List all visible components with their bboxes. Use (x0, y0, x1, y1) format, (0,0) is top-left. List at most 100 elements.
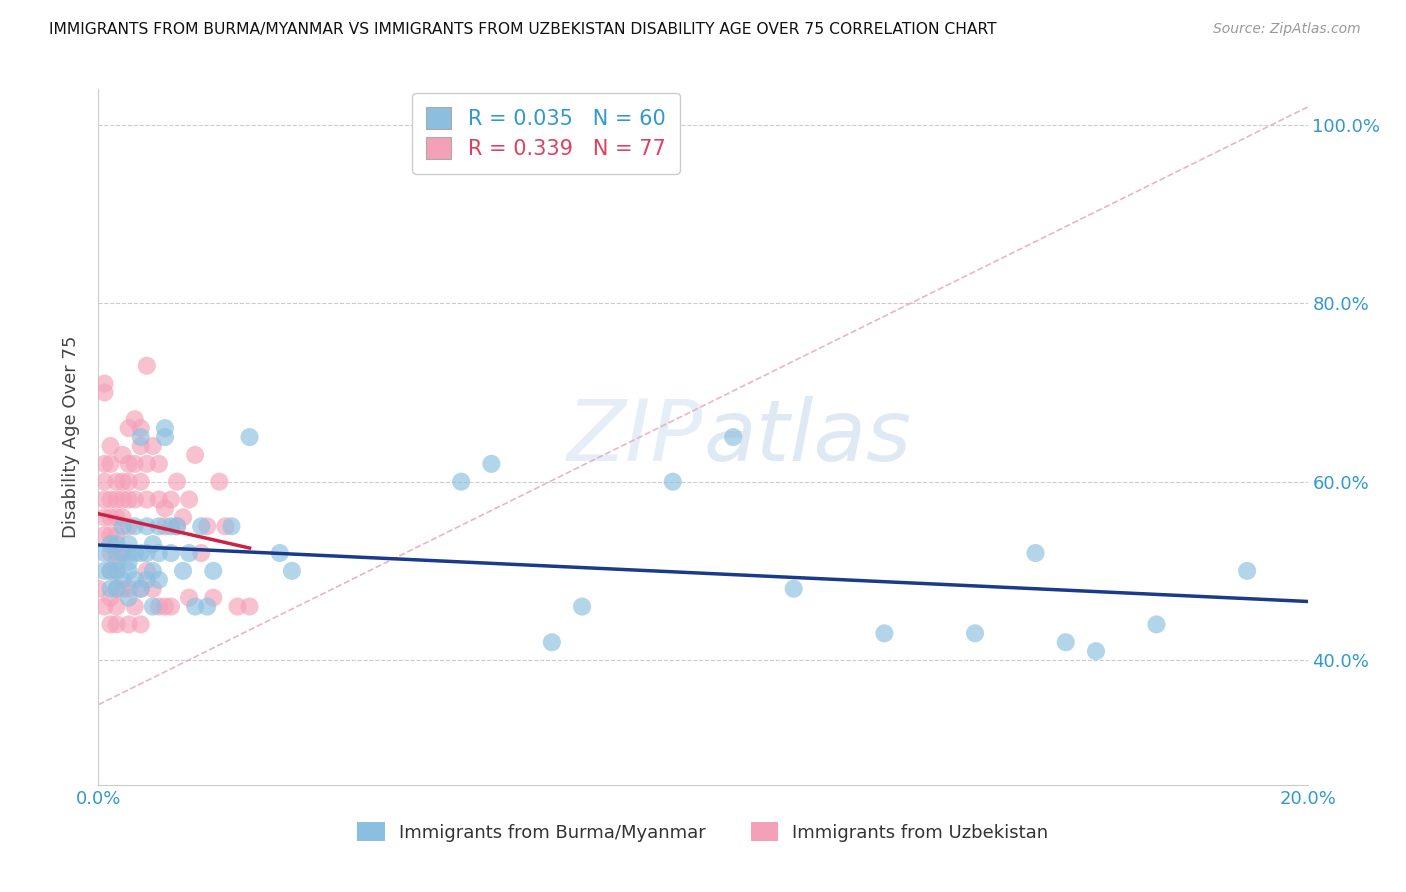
Point (111, 582, 134, 596)
Point (100, 564, 122, 578)
Point (1236, 564, 1258, 578)
Point (124, 573, 146, 587)
Point (93, 564, 115, 578)
Point (129, 430, 152, 444)
Point (783, 582, 806, 596)
Point (148, 519, 170, 533)
Point (148, 457, 170, 471)
Point (93, 385, 115, 400)
Point (142, 582, 165, 596)
Point (105, 582, 128, 596)
Point (184, 448, 207, 462)
Point (202, 591, 225, 605)
Point (226, 599, 249, 614)
Point (281, 564, 304, 578)
Point (124, 519, 146, 533)
Point (873, 626, 896, 640)
Point (450, 475, 472, 489)
Point (93, 528, 115, 542)
Point (100, 537, 122, 551)
Point (214, 519, 236, 533)
Point (661, 475, 683, 489)
Point (100, 439, 122, 453)
Point (124, 457, 146, 471)
Point (166, 519, 188, 533)
Point (105, 599, 128, 614)
Point (172, 564, 194, 578)
Point (124, 492, 146, 507)
Point (135, 492, 157, 507)
Point (129, 617, 152, 632)
Point (129, 582, 152, 596)
Point (118, 421, 141, 435)
Point (195, 599, 218, 614)
Point (124, 412, 146, 426)
Point (118, 457, 141, 471)
Point (148, 573, 170, 587)
Point (153, 421, 176, 435)
Point (195, 519, 218, 533)
Point (118, 519, 141, 533)
Point (135, 457, 157, 471)
Point (129, 546, 152, 560)
Point (93, 475, 115, 489)
Point (481, 457, 503, 471)
Point (1144, 617, 1167, 632)
Point (129, 582, 152, 596)
Point (179, 546, 201, 560)
Point (148, 546, 170, 560)
Point (93, 376, 115, 391)
Point (100, 617, 122, 632)
Point (93, 510, 115, 524)
Point (208, 475, 231, 489)
Point (571, 599, 593, 614)
Point (135, 359, 157, 373)
Point (124, 599, 146, 614)
Point (160, 546, 183, 560)
Point (111, 573, 134, 587)
Point (105, 475, 128, 489)
Point (118, 475, 141, 489)
Point (118, 537, 141, 551)
Point (124, 546, 146, 560)
Point (105, 537, 128, 551)
Point (540, 635, 562, 649)
Point (105, 528, 128, 542)
Point (100, 492, 122, 507)
Point (111, 448, 134, 462)
Point (93, 492, 115, 507)
Point (190, 546, 212, 560)
Point (142, 439, 165, 453)
Point (135, 573, 157, 587)
Point (269, 546, 291, 560)
Point (93, 546, 115, 560)
Point (142, 564, 165, 578)
Point (129, 439, 152, 453)
Point (179, 492, 201, 507)
Point (100, 546, 122, 560)
Point (118, 617, 141, 632)
Point (111, 510, 134, 524)
Point (153, 599, 176, 614)
Point (105, 617, 128, 632)
Point (118, 546, 141, 560)
Point (153, 519, 176, 533)
Point (1024, 546, 1046, 560)
Point (105, 492, 128, 507)
Point (93, 457, 115, 471)
Text: ZIP: ZIP (567, 395, 703, 479)
Legend: Immigrants from Burma/Myanmar, Immigrants from Uzbekistan: Immigrants from Burma/Myanmar, Immigrant… (350, 815, 1056, 849)
Point (118, 555, 141, 569)
Point (142, 599, 165, 614)
Text: atlas: atlas (703, 395, 911, 479)
Point (172, 510, 194, 524)
Point (190, 519, 212, 533)
Point (87, 582, 110, 596)
Point (118, 582, 141, 596)
Point (129, 475, 152, 489)
Point (148, 492, 170, 507)
Point (111, 546, 134, 560)
Point (239, 599, 262, 614)
Point (100, 582, 122, 596)
Point (100, 457, 122, 471)
